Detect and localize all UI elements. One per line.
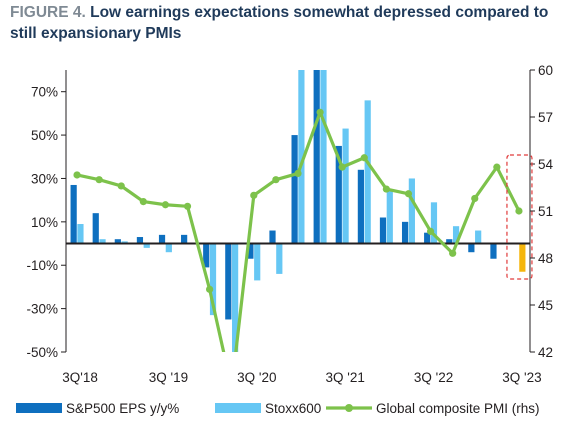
x-tick-label: 3Q '21 [326,370,365,385]
right-tick-label: 54 [538,157,554,172]
stoxx600-bar [408,178,415,244]
left-axis: 70% 50% 30% 10% -10% -30% -50% [26,70,67,360]
right-tick-label: 48 [538,251,553,266]
pmi-point [449,249,457,257]
stoxx600-bar [121,241,128,244]
sp500-eps-bar [291,135,298,244]
x-tick-label: 3Q'18 [62,370,98,385]
x-tick-label: 3Q '22 [414,370,453,385]
sp500-eps-bar [490,243,497,259]
pmi-point [404,190,413,198]
highlight-dashed-box [506,154,533,280]
figure-label: FIGURE 4. [10,4,86,21]
right-tick-label: 45 [538,298,553,313]
right-tick-label: 60 [538,63,553,78]
right-tick-label: 57 [538,110,553,125]
legend-label-sp500: S&P500 EPS y/y% [66,401,179,416]
pmi-point [117,182,125,190]
pmi-point [272,176,280,184]
pmi-line-series [73,108,523,352]
pmi-point [161,201,170,209]
stoxx600-bar [298,70,305,244]
sp500-eps-bar [203,243,210,268]
legend-label-pmi: Global composite PMI (rhs) [376,401,540,416]
sp500-eps-bar [92,213,99,244]
sp500-eps-bar [313,70,320,244]
legend-swatch-sp500 [16,403,62,413]
left-tick-label: -50% [26,345,58,360]
pmi-point [294,169,302,177]
sp500-eps-bar [357,169,364,244]
sp500-eps-bar [468,243,475,253]
pmi-point [183,202,192,210]
sp500-eps-bar [269,230,276,244]
sp500-eps-bar [335,145,342,244]
legend: S&P500 EPS y/y% Stoxx600 Global composite … [16,401,540,416]
right-tick-label: 51 [538,204,553,219]
pmi-point [250,191,258,199]
left-tick-label: 50% [31,128,58,143]
x-tick-label: 3Q '19 [149,370,188,385]
sp500-eps-bar [401,221,409,244]
left-tick-label: -10% [26,258,58,273]
sp500-eps-bar [114,239,121,244]
left-tick-label: -30% [26,302,58,317]
pmi-point [139,198,147,206]
left-tick-label: 10% [31,215,58,230]
sp500-eps-bar [424,232,431,244]
sp500-eps-bar [379,217,387,244]
legend-swatch-pmi-marker [345,404,353,412]
figure-title: FIGURE 4. Low earnings expectations some… [10,2,570,44]
x-axis: 3Q'18 3Q '19 3Q '20 3Q '21 3Q '22 3Q '23 [62,370,541,385]
sp500-eps-bar [225,243,232,320]
pmi-point [471,194,479,203]
pmi-point [493,163,501,171]
pmi-point [206,285,214,293]
stoxx600-bar [254,243,261,281]
stoxx600-bar [209,243,217,316]
pmi-point [73,171,81,179]
sp500-eps-bar [181,234,188,244]
stoxx600-bar [165,243,172,253]
x-tick-label: 3Q '23 [502,370,541,385]
legend-label-stoxx600: Stoxx600 [265,401,321,416]
stoxx600-bar [386,189,393,244]
pmi-point [515,207,523,215]
pmi-point [360,154,368,162]
stoxx600-bar [430,202,438,244]
stoxx600-bar [276,243,283,274]
stoxx600-bar [475,230,482,244]
stoxx600-bar [364,100,371,244]
pmi-point [316,108,324,116]
highlight-box [506,154,533,280]
left-tick-label: 70% [31,85,58,100]
pmi-point [382,185,390,193]
sp500-eps-bar [158,234,166,244]
stoxx600-bar [232,243,239,352]
right-axis: 60 57 54 51 48 45 42 [529,63,554,360]
right-tick-label: 42 [538,345,553,360]
sp500-eps-bar [446,239,453,244]
figure-title-text: Low earnings expectations somewhat depre… [10,4,549,42]
left-tick-label: 30% [31,171,58,186]
stoxx600-bar [452,226,460,244]
stoxx600-bar [320,70,327,244]
stoxx600-bar [99,239,106,244]
sp500-eps-bar [247,243,254,259]
legend-swatch-stoxx600 [215,403,261,413]
stoxx600-bar-highlighted [519,243,526,272]
pmi-point [95,176,103,184]
x-tick-label: 3Q '20 [237,370,276,385]
stoxx600-bar [143,243,150,248]
stoxx600-bar [77,224,84,244]
pmi-point [426,227,435,235]
stoxx600-bar [342,128,349,244]
sp500-eps-bar [136,237,144,244]
sp500-eps-bar [70,184,77,244]
bar-series [70,70,526,352]
pmi-point [338,163,346,171]
